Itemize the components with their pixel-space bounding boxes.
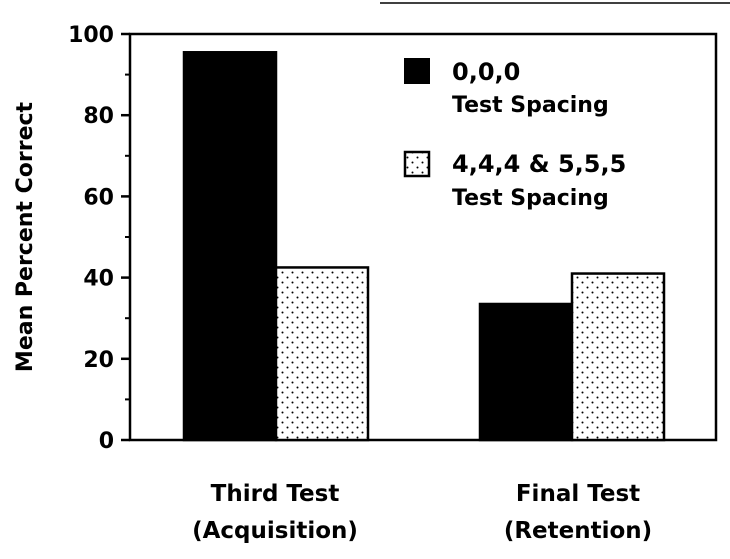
- y-tick-label: 100: [68, 23, 114, 48]
- bar-solid-0: [182, 51, 278, 442]
- x-category-label-line2: (Acquisition): [192, 518, 358, 544]
- y-axis-title: Mean Percent Correct: [13, 101, 38, 372]
- legend-swatch-dotted: [403, 150, 431, 178]
- legend-label-dotted-line1: 4,4,4 & 5,5,5: [452, 150, 626, 178]
- legend-label-dotted-line2: Test Spacing: [452, 186, 609, 211]
- x-category-label-line2: (Retention): [504, 518, 652, 544]
- legend-label-solid-line2: Test Spacing: [452, 93, 609, 118]
- y-tick-label: 80: [83, 104, 114, 129]
- y-tick-label: 0: [99, 429, 114, 454]
- bars: [182, 51, 666, 442]
- bar-dotted-1: [570, 272, 666, 442]
- legend-swatch-solid: [404, 58, 430, 84]
- legend: 0,0,0 Test Spacing 4,4,4 & 5,5,5 Test Sp…: [403, 58, 626, 211]
- x-category-label-line1: Final Test: [516, 481, 640, 507]
- bar-solid-1: [478, 302, 574, 442]
- y-tick-label: 40: [83, 267, 114, 292]
- y-tick-label: 20: [83, 348, 114, 373]
- y-axis: 0 20 40 60 80 100: [68, 23, 130, 454]
- x-category-label-line1: Third Test: [211, 481, 340, 507]
- legend-label-solid-line1: 0,0,0: [452, 58, 520, 86]
- x-axis-labels: Third Test (Acquisition) Final Test (Retent…: [192, 481, 652, 544]
- bar-dotted-0: [274, 266, 370, 442]
- y-tick-label: 60: [83, 185, 114, 210]
